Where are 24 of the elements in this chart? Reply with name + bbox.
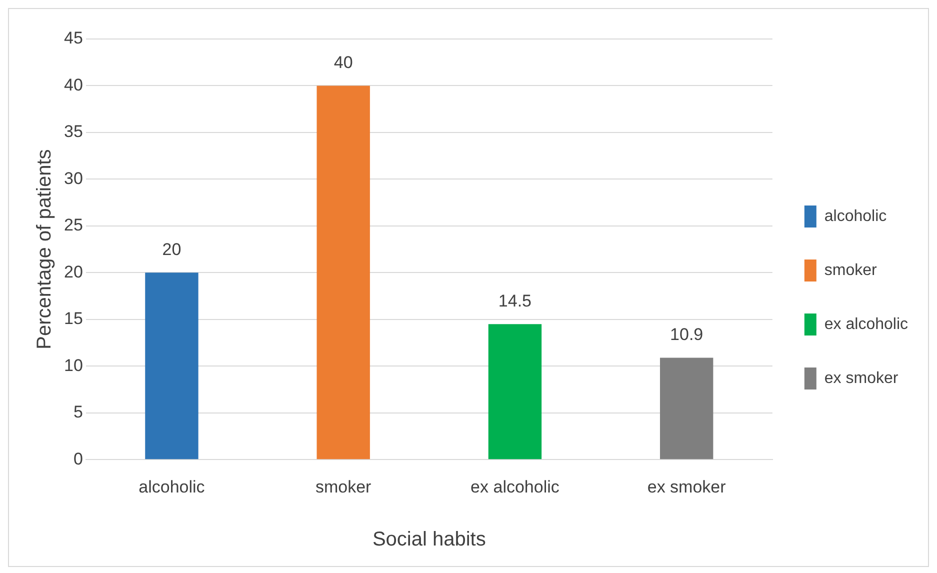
data-label: 40 xyxy=(334,52,353,72)
data-label: 14.5 xyxy=(498,291,532,310)
data-label: 20 xyxy=(162,240,182,259)
y-tick-label: 40 xyxy=(64,75,83,94)
y-tick-label: 35 xyxy=(64,122,83,142)
y-tick-label: 10 xyxy=(64,356,83,375)
y-tick-label: 15 xyxy=(64,309,83,328)
y-axis-title: Percentage of patients xyxy=(34,149,56,350)
y-tick-label: 30 xyxy=(64,168,83,188)
y-tick-label: 25 xyxy=(64,216,83,235)
y-tick-label: 20 xyxy=(64,262,83,282)
x-tick-label: alcoholic xyxy=(138,477,206,496)
legend-label: ex alcoholic xyxy=(824,316,908,333)
y-tick-label: 0 xyxy=(73,449,83,468)
legend-label: smoker xyxy=(824,262,878,279)
data-label: 10.9 xyxy=(670,324,704,344)
x-tick-label: ex smoker xyxy=(647,477,726,496)
y-tick-label: 45 xyxy=(64,28,83,48)
y-tick-label: 5 xyxy=(73,402,83,422)
legend-label: ex smoker xyxy=(824,370,899,387)
x-axis-title: Social habits xyxy=(372,528,486,551)
x-tick-label: ex alcoholic xyxy=(470,477,560,496)
x-tick-label: smoker xyxy=(315,477,372,496)
legend-label: alcoholic xyxy=(824,208,887,225)
